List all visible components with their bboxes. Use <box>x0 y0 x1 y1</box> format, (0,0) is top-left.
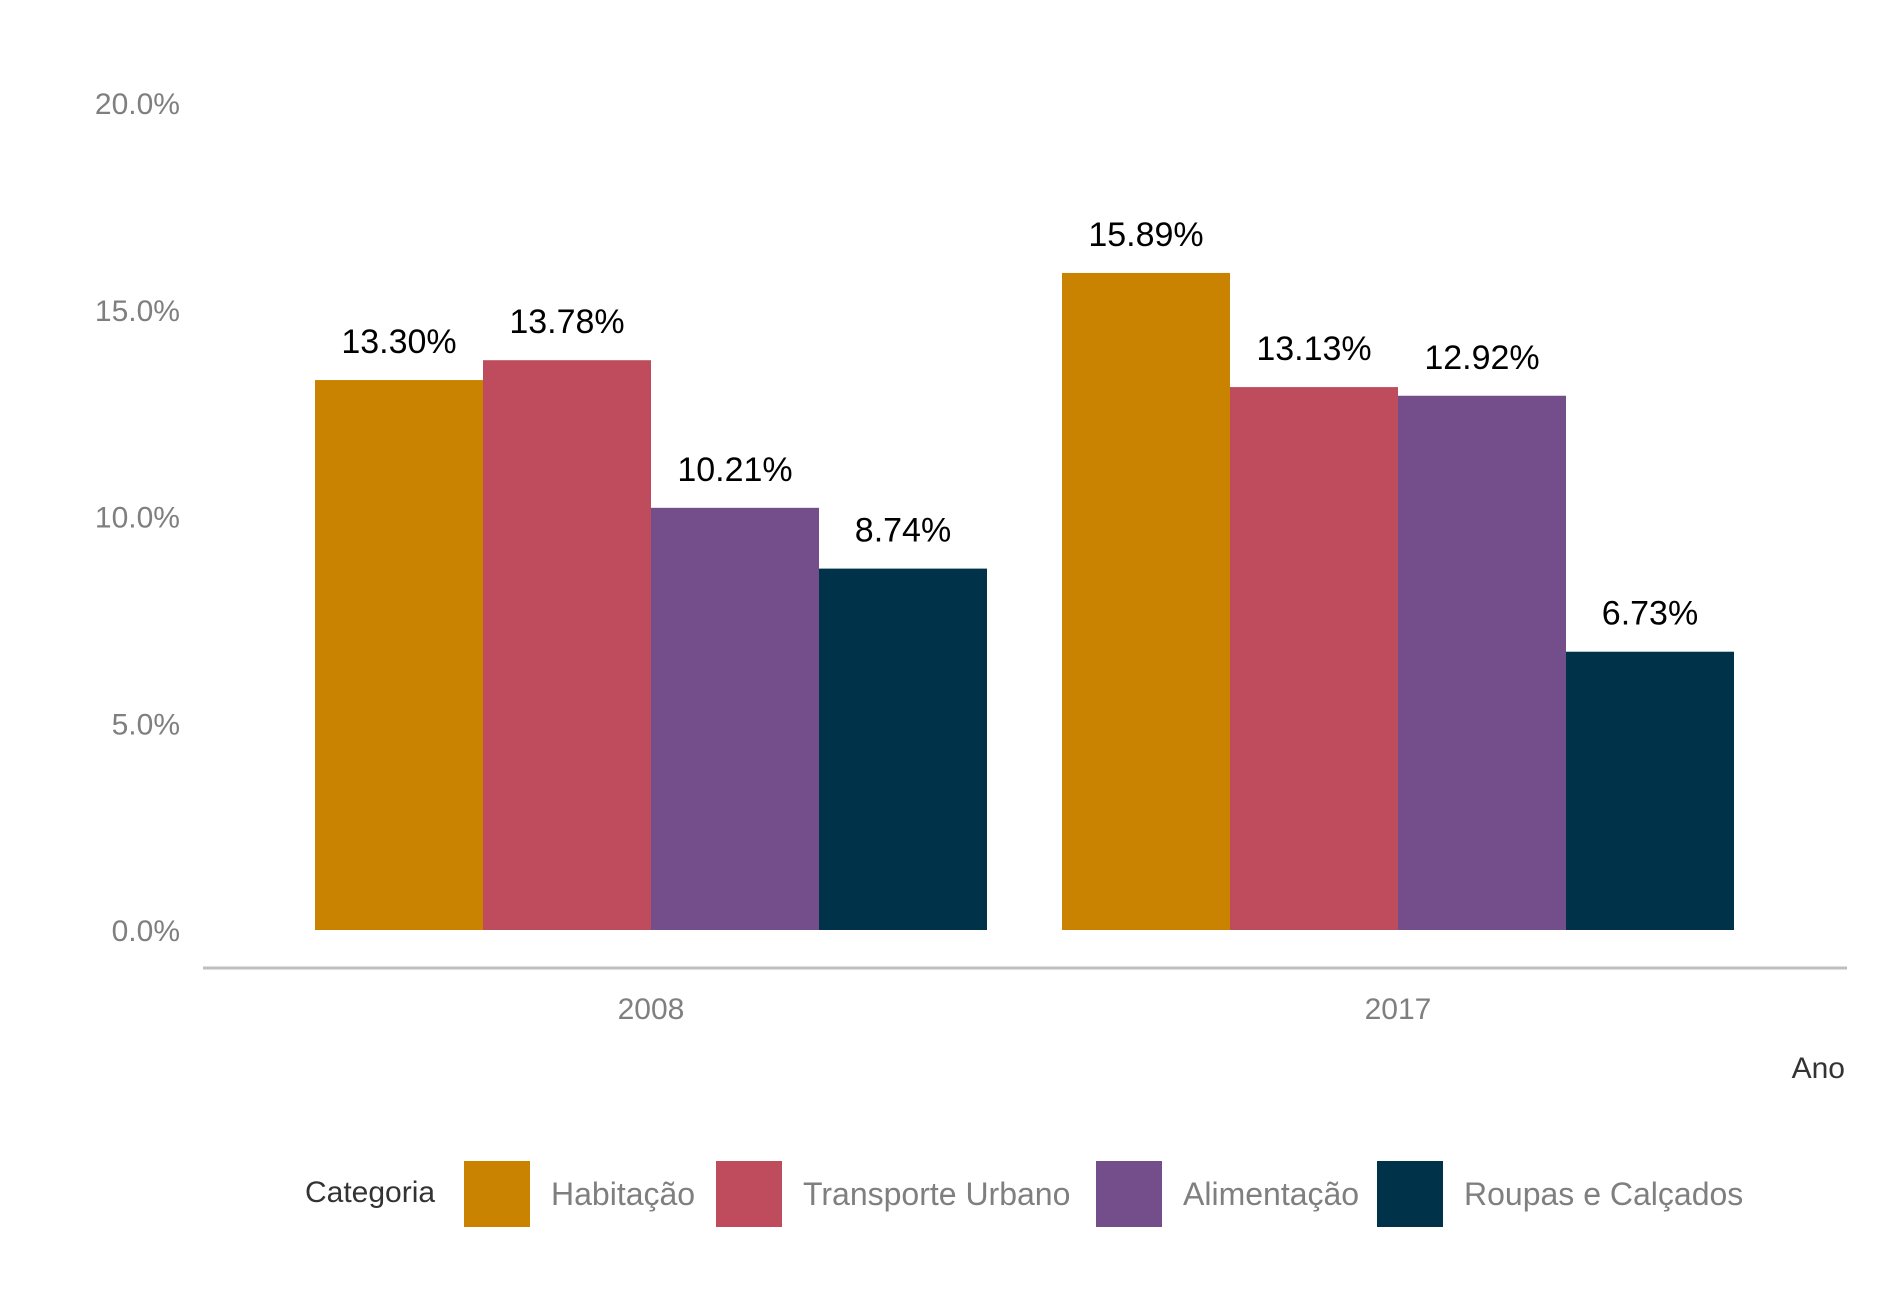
bar-2008-habitação <box>315 380 483 930</box>
bar-2017-habitação <box>1062 272 1230 930</box>
legend-label: Habitação <box>551 1176 695 1212</box>
bars <box>315 272 1734 931</box>
y-axis-ticks: 0.0% 5.0% 10.0% 15.0% 20.0% <box>95 88 180 948</box>
legend-key <box>464 1161 530 1227</box>
bar-2008-roupas-e-calçados <box>819 568 987 930</box>
x-axis-ticks: 2008 2017 <box>618 993 1432 1026</box>
legend: Categoria Habitação Transporte Urbano Alim… <box>305 1161 1743 1227</box>
bar-value-label: 13.30% <box>341 323 456 361</box>
bar-2017-transporte-urbano <box>1230 387 1398 931</box>
bar-2017-alimentação <box>1398 395 1566 930</box>
legend-key <box>1377 1161 1443 1227</box>
x-tick-label: 2008 <box>618 993 685 1026</box>
y-tick-label: 20.0% <box>95 88 180 121</box>
legend-key <box>1096 1161 1162 1227</box>
y-tick-label: 5.0% <box>112 708 180 741</box>
value-labels: 13.30% 13.78% 10.21% 8.74% 15.89% 13.13% 12.92… <box>341 216 1698 633</box>
bar-value-label: 13.78% <box>509 303 624 341</box>
bar-value-label: 12.92% <box>1424 339 1539 377</box>
bar-value-label: 15.89% <box>1088 216 1203 254</box>
bar-value-label: 13.13% <box>1256 330 1371 368</box>
y-tick-label: 10.0% <box>95 502 180 535</box>
legend-label: Transporte Urbano <box>803 1176 1070 1212</box>
y-tick-label: 15.0% <box>95 295 180 328</box>
bar-2008-alimentação <box>651 507 819 930</box>
legend-label: Alimentação <box>1183 1176 1359 1212</box>
bar-2008-transporte-urbano <box>483 360 651 930</box>
bar-2017-roupas-e-calçados <box>1566 651 1734 930</box>
legend-key <box>716 1161 782 1227</box>
x-tick-label: 2017 <box>1365 993 1432 1026</box>
y-tick-label: 0.0% <box>112 915 180 948</box>
bar-value-label: 10.21% <box>677 451 792 489</box>
legend-title: Categoria <box>305 1176 435 1209</box>
bar-value-label: 6.73% <box>1602 595 1698 633</box>
x-axis-title: Ano <box>1792 1052 1845 1085</box>
bar-value-label: 8.74% <box>855 512 951 550</box>
legend-label: Roupas e Calçados <box>1464 1176 1743 1212</box>
